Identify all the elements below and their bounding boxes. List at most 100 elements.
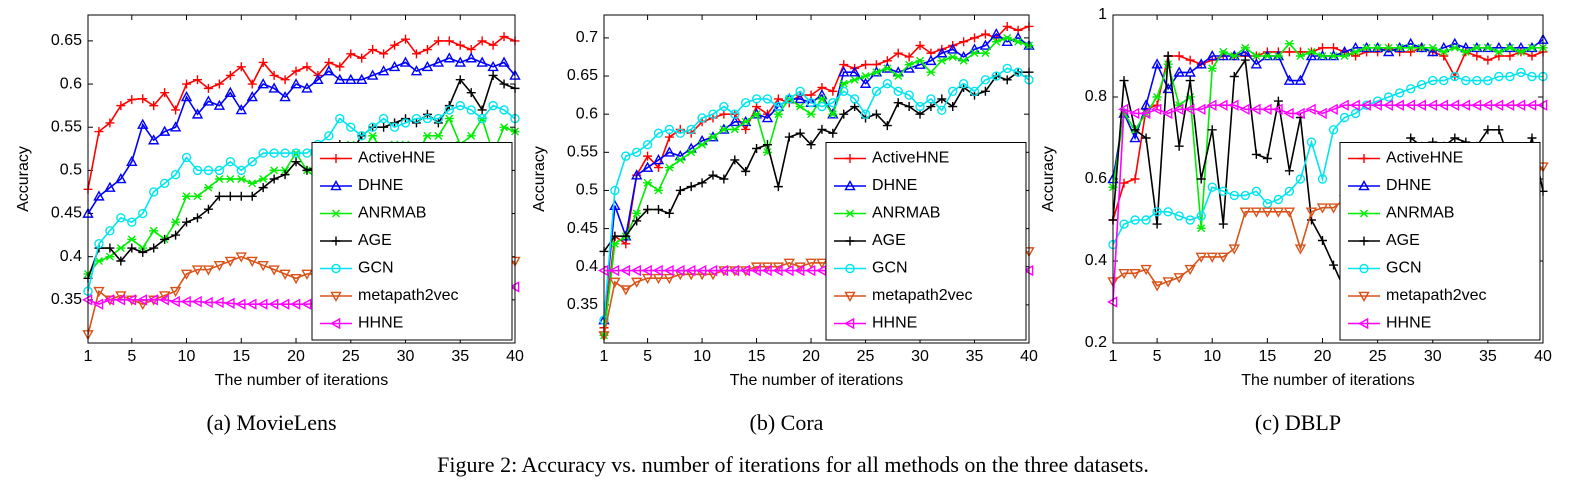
- series-line: [603, 71, 1029, 252]
- marker: [1494, 51, 1504, 61]
- marker: [149, 243, 159, 253]
- legend-label: HHNE: [1386, 315, 1431, 332]
- legend-label: HHNE: [872, 315, 917, 332]
- marker: [1250, 207, 1263, 218]
- marker: [411, 49, 421, 59]
- marker: [1527, 71, 1537, 82]
- marker: [1439, 47, 1449, 56]
- marker: [882, 121, 892, 131]
- y-tick-label: 0.35: [567, 296, 598, 313]
- marker: [1119, 178, 1129, 188]
- marker: [958, 78, 969, 89]
- marker: [379, 49, 389, 59]
- marker: [388, 60, 401, 72]
- marker: [904, 60, 914, 69]
- marker: [1229, 190, 1239, 201]
- marker: [105, 243, 115, 253]
- marker: [357, 131, 367, 141]
- marker: [1184, 66, 1196, 77]
- marker: [104, 181, 116, 192]
- marker: [1483, 43, 1493, 52]
- marker: [246, 91, 258, 102]
- marker: [844, 291, 856, 302]
- marker: [149, 101, 159, 111]
- marker: [1305, 103, 1316, 115]
- x-axis-label: The number of iterations: [1241, 372, 1414, 389]
- legend-label: AGE: [872, 232, 906, 249]
- series-line: [87, 57, 516, 214]
- marker: [1196, 224, 1206, 233]
- marker: [1338, 99, 1349, 111]
- marker: [433, 113, 444, 124]
- marker: [1294, 107, 1305, 120]
- marker: [257, 298, 268, 310]
- marker: [1207, 64, 1217, 73]
- marker: [1359, 263, 1369, 274]
- x-tick-label: 1: [600, 348, 609, 365]
- marker: [1272, 103, 1283, 115]
- marker: [1317, 174, 1328, 184]
- marker: [1174, 51, 1184, 61]
- marker: [1207, 182, 1217, 192]
- marker: [192, 165, 203, 176]
- marker: [93, 286, 105, 298]
- marker: [1196, 211, 1206, 221]
- marker: [741, 166, 751, 176]
- marker: [269, 148, 279, 158]
- marker: [399, 56, 412, 67]
- legend-label: AGE: [358, 232, 392, 249]
- marker: [93, 298, 104, 310]
- marker: [838, 66, 850, 77]
- marker: [1119, 219, 1129, 229]
- marker: [980, 49, 990, 58]
- marker: [170, 169, 181, 180]
- marker: [488, 100, 498, 111]
- marker: [641, 161, 654, 172]
- marker: [845, 154, 855, 163]
- marker: [762, 94, 773, 104]
- marker: [330, 291, 342, 302]
- marker: [1173, 66, 1185, 77]
- marker: [1002, 75, 1012, 85]
- marker: [730, 109, 740, 119]
- marker: [850, 75, 860, 84]
- marker: [794, 264, 805, 277]
- legend-label: ANRMAB: [358, 205, 426, 222]
- marker: [169, 121, 182, 132]
- marker: [1527, 43, 1537, 52]
- marker: [1239, 207, 1251, 218]
- marker: [904, 52, 914, 62]
- marker: [169, 295, 180, 308]
- marker: [1329, 52, 1339, 60]
- marker: [861, 72, 871, 81]
- marker: [675, 128, 685, 138]
- marker: [1118, 103, 1129, 115]
- marker: [828, 86, 838, 96]
- marker: [1305, 50, 1318, 61]
- marker: [882, 64, 892, 73]
- marker: [675, 155, 685, 164]
- marker: [224, 86, 237, 97]
- marker: [1283, 74, 1296, 85]
- marker: [1250, 58, 1263, 69]
- marker: [160, 88, 170, 98]
- marker: [1251, 52, 1261, 60]
- marker: [180, 269, 193, 280]
- marker: [1174, 211, 1184, 221]
- marker: [761, 112, 774, 123]
- marker: [1516, 67, 1526, 78]
- x-tick-label: 40: [506, 348, 524, 365]
- marker: [302, 62, 312, 72]
- marker: [335, 62, 345, 72]
- marker: [893, 86, 903, 96]
- marker: [619, 264, 631, 277]
- marker: [959, 37, 969, 47]
- marker: [290, 273, 302, 285]
- marker: [719, 101, 729, 112]
- marker: [1283, 107, 1294, 120]
- marker: [1152, 93, 1162, 101]
- marker: [1371, 99, 1382, 111]
- marker: [621, 151, 631, 161]
- x-tick-label: 35: [1479, 348, 1497, 365]
- marker: [1395, 43, 1405, 52]
